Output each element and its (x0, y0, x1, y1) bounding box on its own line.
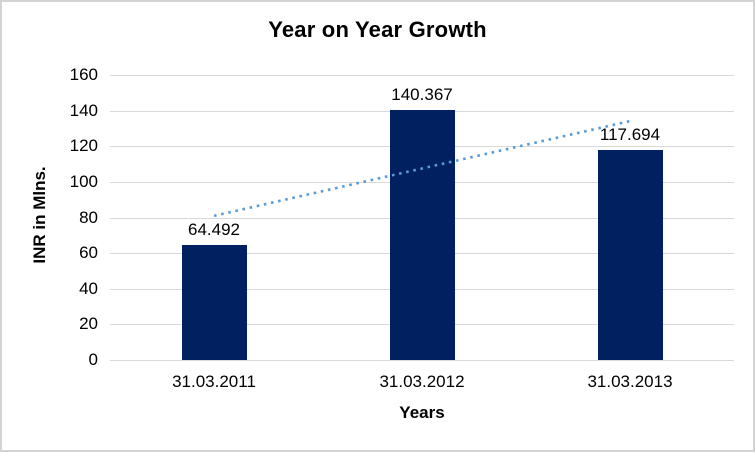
x-tick-label: 31.03.2013 (587, 372, 673, 391)
y-tick-label: 60 (79, 243, 98, 263)
y-tick-label: 20 (79, 314, 98, 334)
bar (597, 150, 663, 360)
data-label: 64.492 (188, 220, 240, 240)
y-tick-label: 80 (79, 207, 98, 227)
gridline (110, 360, 734, 361)
y-tick-label: 160 (69, 65, 98, 84)
chart-title: Year on Year Growth (268, 17, 487, 42)
gridline (110, 75, 734, 76)
trendline (213, 119, 631, 218)
plot-area: 64.492 140.367 117.694 (110, 75, 734, 361)
data-label: 140.367 (391, 84, 453, 104)
bar (389, 109, 455, 360)
y-tick-label: 40 (79, 278, 98, 298)
y-tick-label: 100 (69, 171, 98, 191)
y-axis-ticks: 0 20 40 60 80 100 120 140 160 (2, 65, 98, 369)
x-tick-label: 31.03.2011 (172, 372, 256, 391)
data-label: 117.694 (599, 125, 661, 145)
y-tick-label: 0 (88, 350, 98, 369)
bar (181, 245, 247, 360)
x-tick-label: 31.03.2012 (379, 372, 465, 391)
y-tick-label: 120 (69, 136, 98, 156)
x-axis-ticks: 31.03.2011 31.03.2012 31.03.2013 (110, 372, 734, 394)
y-tick-label: 140 (69, 100, 98, 120)
x-axis-title: Years (399, 403, 445, 422)
